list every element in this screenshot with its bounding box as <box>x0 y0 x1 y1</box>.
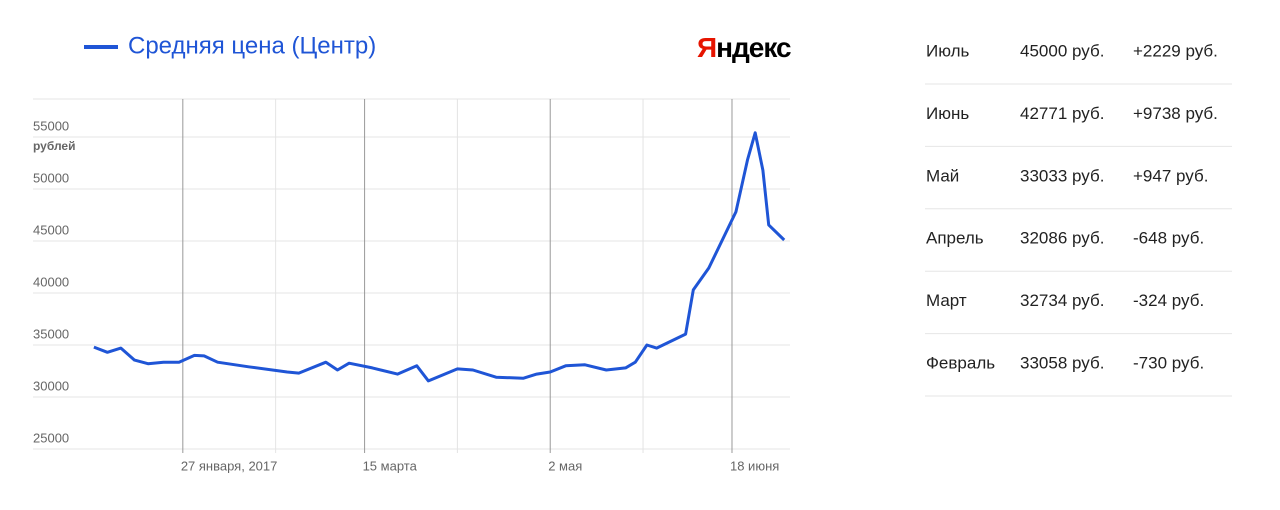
logo: Яндекс <box>697 32 791 63</box>
table-cell: 33033 руб. <box>1020 166 1104 185</box>
x-tick-label: 18 июня <box>730 458 779 473</box>
table-cell: Июль <box>926 41 970 60</box>
table-cell: Апрель <box>926 229 984 248</box>
table-cell: -730 руб. <box>1133 353 1204 372</box>
y-tick-label: 40000 <box>33 274 69 289</box>
table-cell: -324 руб. <box>1133 291 1204 310</box>
x-tick-label: 2 мая <box>548 458 582 473</box>
table-cell: +947 руб. <box>1133 166 1208 185</box>
table-cell: Февраль <box>926 353 995 372</box>
table-cell: +9738 руб. <box>1133 104 1218 123</box>
table-cell: 32086 руб. <box>1020 229 1104 248</box>
table-cell: Май <box>926 166 959 185</box>
x-tick-label: 15 марта <box>363 458 418 473</box>
logo-rest: ндекс <box>716 32 791 63</box>
table-cell: 32734 руб. <box>1020 291 1104 310</box>
y-tick-label: 50000 <box>33 170 69 185</box>
y-axis-unit: рублей <box>33 139 75 153</box>
y-tick-label: 35000 <box>33 326 69 341</box>
legend-label: Средняя цена (Центр) <box>128 32 376 59</box>
price-line <box>93 131 786 383</box>
table-cell: 45000 руб. <box>1020 41 1104 60</box>
table-cell: -648 руб. <box>1133 229 1204 248</box>
y-tick-label: 45000 <box>33 222 69 237</box>
table-cell: +2229 руб. <box>1133 41 1218 60</box>
table-cell: 42771 руб. <box>1020 104 1104 123</box>
table-cell: Июнь <box>926 104 969 123</box>
y-tick-label: 55000 <box>33 118 69 133</box>
x-tick-label: 27 января, 2017 <box>181 458 278 473</box>
table-cell: Март <box>926 291 967 310</box>
logo-first: Я <box>697 32 716 63</box>
table-cell: 33058 руб. <box>1020 353 1104 372</box>
y-tick-label: 30000 <box>33 378 69 393</box>
y-tick-label: 25000 <box>33 430 69 445</box>
